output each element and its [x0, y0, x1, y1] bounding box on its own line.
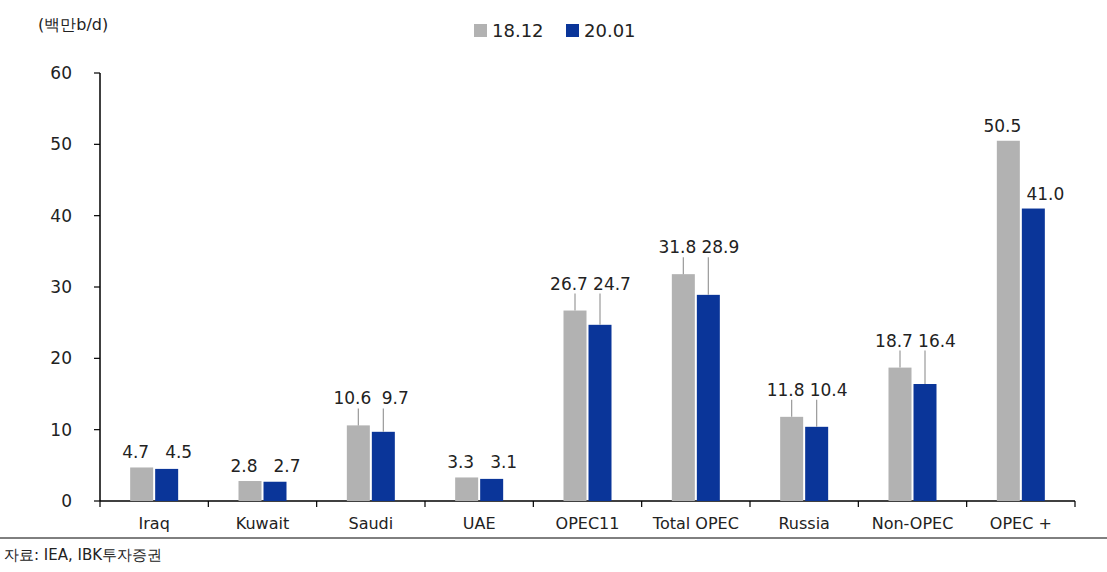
- x-tick: [424, 501, 425, 507]
- y-tick: [94, 215, 100, 216]
- x-tick: [858, 501, 859, 507]
- bar: [455, 477, 478, 501]
- x-tick-label: Kuwait: [236, 514, 289, 533]
- leader-line: [816, 400, 817, 427]
- leader-line: [683, 257, 684, 274]
- leader-line: [708, 257, 709, 295]
- y-tick-label: 30: [50, 277, 72, 297]
- x-tick: [1074, 501, 1075, 507]
- bar: [805, 427, 828, 501]
- data-label: 16.4: [918, 331, 956, 351]
- y-tick: [94, 72, 100, 73]
- y-tick: [94, 358, 100, 359]
- bar: [239, 481, 262, 501]
- data-labels: 4.7 4.5 2.8 2.7 10.6 9.7 3.3 3.1 26.724.7 31.828.…: [122, 116, 1064, 476]
- y-tick-label: 20: [50, 348, 72, 368]
- leader-line: [791, 400, 792, 417]
- data-label: 10.6: [333, 388, 371, 408]
- y-tick-label: 10: [50, 420, 72, 440]
- x-tick: [966, 501, 967, 507]
- data-label: 18.7: [875, 331, 913, 351]
- y-tick-label: 50: [50, 134, 72, 154]
- data-label: 3.1: [490, 452, 517, 472]
- leader-line: [599, 294, 600, 325]
- y-tick: [94, 500, 100, 501]
- bar: [914, 384, 937, 501]
- leader-line: [924, 351, 925, 384]
- y-tick: [94, 144, 100, 145]
- x-tick-label: Russia: [778, 514, 829, 533]
- data-label: 3.3: [447, 452, 474, 472]
- y-tick: [94, 429, 100, 430]
- bar: [155, 469, 178, 501]
- data-label: 10.4: [810, 380, 848, 400]
- bar: [130, 467, 153, 501]
- x-tick: [316, 501, 317, 507]
- data-label: 50.5: [983, 116, 1021, 136]
- legend-swatch: [566, 24, 579, 37]
- data-label: 41.0: [1026, 184, 1064, 204]
- bar: [480, 479, 503, 501]
- x-tick: [641, 501, 642, 507]
- bar: [372, 432, 395, 501]
- data-label: 26.7: [550, 274, 588, 294]
- bar: [672, 274, 695, 501]
- x-tick-label: OPEC +: [990, 514, 1052, 533]
- x-tick-label: Saudi: [348, 514, 393, 533]
- leader-line: [574, 294, 575, 311]
- x-tick: [749, 501, 750, 507]
- data-label: 9.7: [382, 388, 409, 408]
- x-tick: [208, 501, 209, 507]
- bar: [780, 417, 803, 501]
- bar: [997, 141, 1020, 501]
- x-tick-label: Iraq: [139, 514, 170, 533]
- bar: [1022, 209, 1045, 501]
- y-tick-label: 0: [61, 491, 72, 511]
- x-tick-label: Total OPEC: [652, 514, 739, 533]
- data-label: 2.7: [273, 456, 300, 476]
- chart: (백만b/d) 18.12 20.01 0 10 20 30 40 50 60 Iraq Kuwait…: [0, 0, 1107, 572]
- legend-swatch: [474, 24, 487, 37]
- x-tick-label: Non-OPEC: [872, 514, 954, 533]
- data-label: 4.7: [122, 442, 149, 462]
- y-axis-label: (백만b/d): [38, 15, 108, 34]
- y-tick: [94, 286, 100, 287]
- x-tick: [99, 501, 100, 507]
- data-label: 11.8: [767, 380, 805, 400]
- x-tick: [533, 501, 534, 507]
- bar: [564, 311, 587, 501]
- data-label: 4.5: [165, 442, 192, 462]
- leader-line: [383, 408, 384, 431]
- bar: [697, 295, 720, 501]
- bar: [347, 425, 370, 501]
- bar: [589, 325, 612, 501]
- data-label: 2.8: [230, 456, 257, 476]
- bar: [889, 368, 912, 501]
- x-tick-label: OPEC11: [556, 514, 620, 533]
- legend-label: 20.01: [584, 20, 636, 41]
- data-label: 24.7: [593, 274, 631, 294]
- x-tick-label: UAE: [463, 514, 496, 533]
- y-tick-label: 40: [50, 206, 72, 226]
- source-note: 자료: IEA, IBK투자증권: [4, 546, 162, 564]
- bar: [264, 482, 287, 501]
- legend-label: 18.12: [492, 20, 544, 41]
- data-label: 31.8: [658, 237, 696, 257]
- leader-line: [358, 408, 359, 425]
- data-label: 28.9: [701, 237, 739, 257]
- source-rule: [0, 538, 1107, 539]
- y-tick-label: 60: [50, 63, 72, 83]
- bars: [130, 141, 1045, 501]
- leader-line: [899, 351, 900, 368]
